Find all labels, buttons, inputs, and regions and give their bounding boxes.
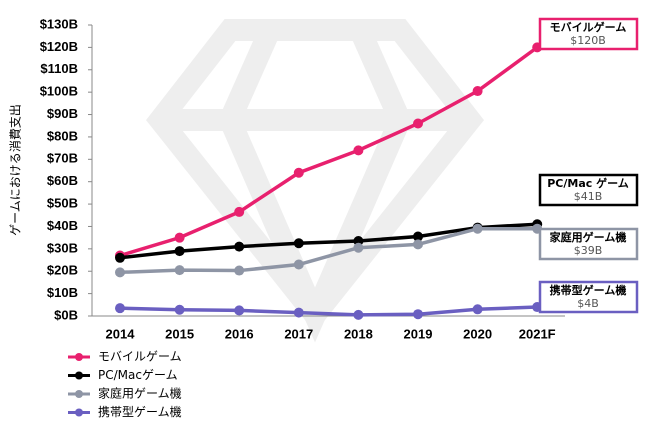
series-line — [119, 45, 539, 258]
data-point — [353, 242, 364, 253]
y-tick-label: $130B — [40, 16, 78, 31]
x-tick-label: 2021F — [519, 326, 556, 341]
data-point — [472, 304, 483, 315]
data-point — [115, 303, 125, 314]
watermark — [146, 19, 484, 343]
data-point — [293, 238, 304, 249]
data-point — [353, 309, 364, 320]
callout-title: モバイルゲーム — [550, 20, 627, 34]
x-tick-label: 2017 — [284, 326, 313, 341]
series-line — [119, 305, 538, 317]
value-label: $41B — [574, 190, 603, 203]
value-label: $4B — [577, 297, 599, 310]
y-tick-label: $110B — [40, 61, 78, 76]
value-label: $120B — [570, 34, 606, 47]
x-tick-label: 2015 — [165, 326, 194, 341]
data-point — [413, 239, 423, 250]
y-tick-label: $120B — [40, 39, 78, 54]
legend-marker — [75, 371, 83, 380]
data-point — [115, 267, 125, 278]
callout-box — [538, 280, 639, 314]
data-point — [115, 252, 125, 263]
data-point — [413, 231, 423, 242]
data-point — [174, 265, 185, 276]
x-tick-label: 2019 — [404, 326, 433, 341]
legend-label: PC/Macゲーム — [98, 368, 178, 382]
legend-marker — [75, 408, 83, 417]
legend-label: モバイルゲーム — [98, 350, 182, 364]
x-tick-label: 2018 — [344, 326, 373, 341]
data-point — [234, 305, 245, 316]
data-point — [472, 223, 483, 234]
data-point — [413, 309, 423, 320]
y-tick-label: $100B — [40, 84, 78, 99]
y-tick-label: $30B — [47, 240, 78, 255]
data-point — [353, 145, 364, 156]
data-point — [234, 206, 245, 217]
legend-label: 携帯型ゲーム機 — [98, 404, 182, 419]
x-tick-label: 2016 — [225, 326, 254, 341]
data-point — [174, 246, 185, 257]
y-tick-label: $0B — [54, 307, 78, 322]
data-point — [472, 86, 483, 97]
y-tick-label: $80B — [47, 128, 78, 143]
callout-box — [538, 227, 639, 261]
y-tick-label: $50B — [47, 196, 78, 211]
callout-title: 家庭用ゲーム機 — [550, 230, 627, 244]
data-point — [174, 304, 185, 315]
legend-marker — [75, 390, 83, 398]
data-point — [413, 118, 423, 129]
y-tick-label: $40B — [47, 218, 78, 233]
legend-marker — [75, 353, 83, 361]
series-line — [119, 226, 538, 275]
data-point — [293, 167, 304, 178]
data-point — [234, 265, 245, 276]
y-tick-label: $60B — [47, 173, 78, 188]
y-tick-label: $90B — [47, 106, 78, 121]
callout-title: PC/Mac ゲーム — [547, 176, 629, 190]
y-tick-label: $20B — [47, 263, 78, 278]
y-tick-label: $70B — [47, 151, 78, 166]
y-axis-label: ゲームにおける消費支出 — [8, 104, 23, 236]
x-tick-label: 2014 — [106, 326, 136, 341]
data-point — [293, 259, 304, 270]
series-line — [119, 222, 538, 260]
data-point — [174, 232, 185, 243]
data-point — [234, 241, 245, 252]
y-tick-label: $10B — [47, 285, 78, 300]
legend-label: 家庭用ゲーム機 — [98, 386, 182, 401]
callout-box — [538, 173, 639, 207]
data-point — [293, 307, 304, 318]
callout-title: 携帯型ゲーム機 — [550, 283, 627, 297]
callout-box — [538, 17, 639, 51]
x-tick-label: 2020 — [463, 326, 492, 341]
value-label: $39B — [574, 244, 603, 257]
